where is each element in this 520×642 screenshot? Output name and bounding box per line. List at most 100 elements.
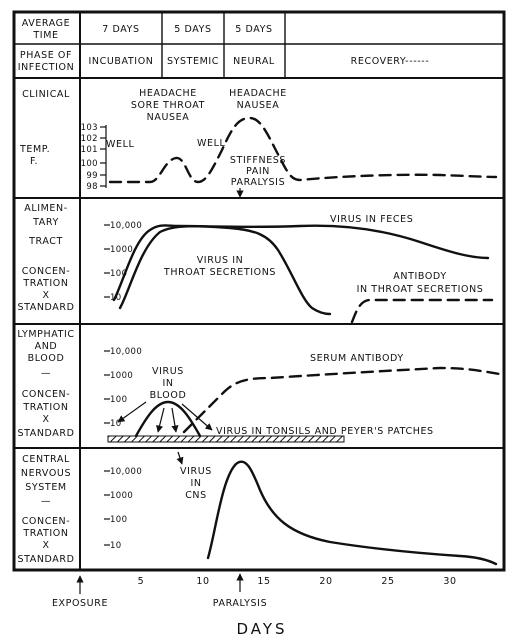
phase-neural: NEURAL — [233, 56, 275, 67]
cns-axis: 10,000 1000 100 10 — [104, 467, 142, 551]
antibody-throat: ANTIBODY — [393, 271, 446, 282]
conc-tick-label: 10 — [110, 419, 122, 429]
cns-panel: CENTRAL NERVOUS SYSTEM — CONCEN- TRATION… — [17, 451, 498, 566]
well-annotation: WELL — [106, 139, 134, 150]
phase-incubation: INCUBATION — [89, 56, 154, 67]
time-row-label: TIME — [32, 30, 58, 41]
temp-axis: 103 102 101 100 99 98 — [81, 123, 107, 192]
paralysis-symptoms: PARALYSIS — [231, 177, 285, 188]
conc-tick-label: 1000 — [110, 371, 133, 381]
alimentary-label: CONCEN- — [22, 266, 71, 277]
paralysis-label: PARALYSIS — [213, 598, 267, 609]
temp-tick-label: 103 — [81, 123, 98, 133]
virus-in-cns: IN — [190, 478, 201, 489]
lymphatic-label: — — [41, 368, 51, 379]
x-tick-label: 5 — [138, 576, 145, 587]
x-tick-label: 20 — [319, 576, 332, 587]
throat-antibody-curve — [350, 298, 494, 324]
virus-in-throat: THROAT SECRETIONS — [163, 267, 276, 278]
paralysis-symptoms: STIFFNESS — [230, 155, 286, 166]
alimentary-label: X — [42, 290, 49, 301]
phase-recovery: RECOVERY------ — [351, 56, 430, 67]
lymphatic-label: X — [42, 414, 49, 425]
cns-arrow — [176, 451, 184, 465]
alimentary-panel: ALIMEN- TARY TRACT CONCEN- TRATION X STA… — [17, 203, 494, 324]
temp-tick-label: 98 — [86, 182, 98, 192]
cns-label: SYSTEM — [25, 482, 66, 493]
conc-tick-label: 100 — [110, 269, 127, 279]
clinical-label: CLINICAL — [22, 89, 70, 100]
alimentary-label: TARY — [32, 217, 59, 228]
alimentary-label: STANDARD — [17, 302, 74, 313]
alimentary-label: TRATION — [22, 278, 68, 289]
lymphatic-axis: 10,000 1000 100 10 — [104, 347, 142, 429]
x-axis: 5 10 15 20 25 30 EXPOSURE PARALYSIS DAYS — [52, 188, 456, 638]
duration-systemic: 5 DAYS — [174, 24, 211, 35]
temp-label: TEMP. — [19, 144, 50, 155]
virus-in-blood: BLOOD — [150, 390, 187, 401]
cns-label: CENTRAL — [22, 454, 70, 465]
neural-symptoms: HEADACHE — [229, 88, 287, 99]
lymphatic-panel: LYMPHATIC AND BLOOD — CONCEN- TRATION X … — [17, 329, 502, 443]
x-tick-label: 30 — [443, 576, 456, 587]
throat-virus-curve — [118, 225, 332, 316]
conc-tick-label: 1000 — [110, 491, 133, 501]
lymphatic-label: AND — [35, 341, 58, 352]
cns-label: X — [42, 540, 49, 551]
virus-in-tonsils: VIRUS IN TONSILS AND PEYER'S PATCHES — [216, 426, 434, 437]
header-rows: AVERAGE TIME PHASE OF INFECTION 7 DAYS 5… — [18, 18, 430, 73]
conc-tick-label: 10,000 — [110, 347, 142, 357]
virus-in-cns: VIRUS — [180, 466, 212, 477]
x-tick-label: 10 — [196, 576, 209, 587]
systemic-symptoms: SORE THROAT — [131, 100, 205, 111]
pointer-arrow — [117, 401, 147, 423]
serum-antibody: SERUM ANTIBODY — [310, 353, 404, 364]
x-axis-title: DAYS — [236, 620, 287, 638]
phase-row-label: PHASE OF — [20, 50, 72, 61]
cns-label: NERVOUS — [21, 468, 71, 479]
antibody-throat: IN THROAT SECRETIONS — [357, 284, 484, 295]
temp-tick-label: 100 — [81, 159, 98, 169]
pointer-arrow — [171, 407, 179, 433]
temp-tick-label: 101 — [81, 145, 98, 155]
lymphatic-label: STANDARD — [17, 428, 74, 439]
alimentary-axis: 10,000 1000 100 10 — [104, 221, 142, 303]
temp-tick-label: 102 — [81, 134, 98, 144]
temp-label: F. — [30, 156, 38, 167]
serum-antibody-curve — [182, 366, 502, 434]
virus-in-feces: VIRUS IN FECES — [330, 214, 413, 225]
cns-label: — — [41, 496, 51, 507]
blood-virus-curve — [134, 400, 202, 438]
lymphatic-label: CONCEN- — [22, 389, 71, 400]
temperature-curve — [108, 116, 498, 184]
alimentary-label: ALIMEN- — [24, 203, 68, 214]
virus-in-cns: CNS — [185, 490, 207, 501]
conc-tick-label: 10 — [110, 541, 122, 551]
virus-in-throat: VIRUS IN — [197, 255, 244, 266]
diagram-frame — [12, 10, 506, 572]
conc-tick-label: 100 — [110, 395, 127, 405]
well-annotation: WELL — [197, 138, 225, 149]
feces-virus-curve — [112, 224, 490, 302]
pointer-arrow — [156, 407, 165, 433]
duration-neural: 5 DAYS — [235, 24, 272, 35]
systemic-symptoms: NAUSEA — [147, 112, 190, 123]
conc-tick-label: 10,000 — [110, 221, 142, 231]
lymphatic-label: TRATION — [22, 402, 68, 413]
systemic-symptoms: HEADACHE — [139, 88, 197, 99]
virus-in-blood: VIRUS — [152, 366, 184, 377]
cns-label: STANDARD — [17, 554, 74, 565]
cns-label: TRATION — [22, 528, 68, 539]
x-tick-label: 15 — [257, 576, 270, 587]
lymphatic-label: LYMPHATIC — [17, 329, 74, 340]
exposure-label: EXPOSURE — [52, 598, 108, 609]
conc-tick-label: 1000 — [110, 245, 133, 255]
tonsils-hatched-bar — [107, 435, 345, 443]
x-tick-label: 25 — [381, 576, 394, 587]
neural-symptoms: NAUSEA — [237, 100, 280, 111]
lymphatic-label: BLOOD — [28, 353, 65, 364]
clinical-panel: CLINICAL TEMP. F. 103 102 101 100 99 98 … — [19, 88, 498, 192]
conc-tick-label: 10,000 — [110, 467, 142, 477]
duration-incubation: 7 DAYS — [102, 24, 139, 35]
